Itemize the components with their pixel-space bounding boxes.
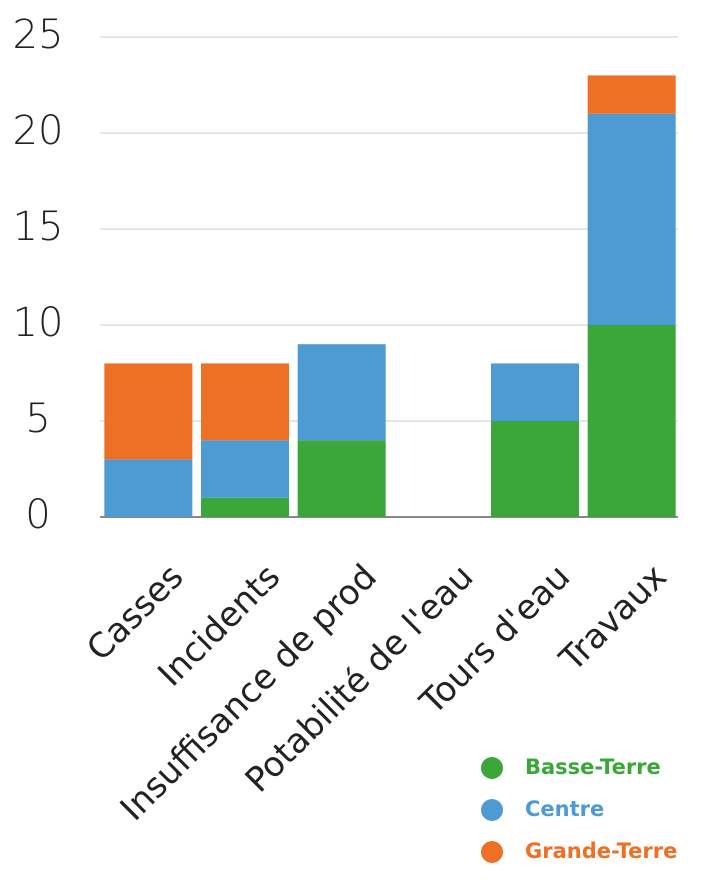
legend-label: Grande-Terre [525, 839, 677, 863]
bar-segment [104, 459, 193, 517]
bar-segment [104, 363, 193, 460]
y-tick-label: 0 [25, 492, 50, 538]
legend-label: Centre [525, 797, 604, 821]
y-tick-label: 25 [13, 12, 64, 58]
bar-segment [201, 440, 289, 498]
bar-segment [587, 75, 676, 114]
y-tick-label: 5 [25, 396, 50, 442]
y-tick-label: 10 [13, 300, 64, 346]
bar-segment [491, 421, 579, 517]
x-tick-label: Travaux [552, 557, 675, 680]
y-tick-label: 20 [13, 108, 64, 154]
bar-segment [491, 363, 579, 421]
y-tick-label: 15 [13, 204, 64, 250]
legend-marker [481, 799, 503, 821]
bar-segment [201, 363, 289, 441]
bar-segment [587, 113, 676, 325]
legend-marker [481, 841, 503, 863]
bar-segment [201, 497, 289, 517]
legend-label: Basse-Terre [525, 755, 661, 779]
legend-marker [481, 757, 503, 779]
bar-segment [587, 325, 676, 517]
bar-segment [297, 440, 386, 517]
bar-segment [297, 344, 386, 441]
